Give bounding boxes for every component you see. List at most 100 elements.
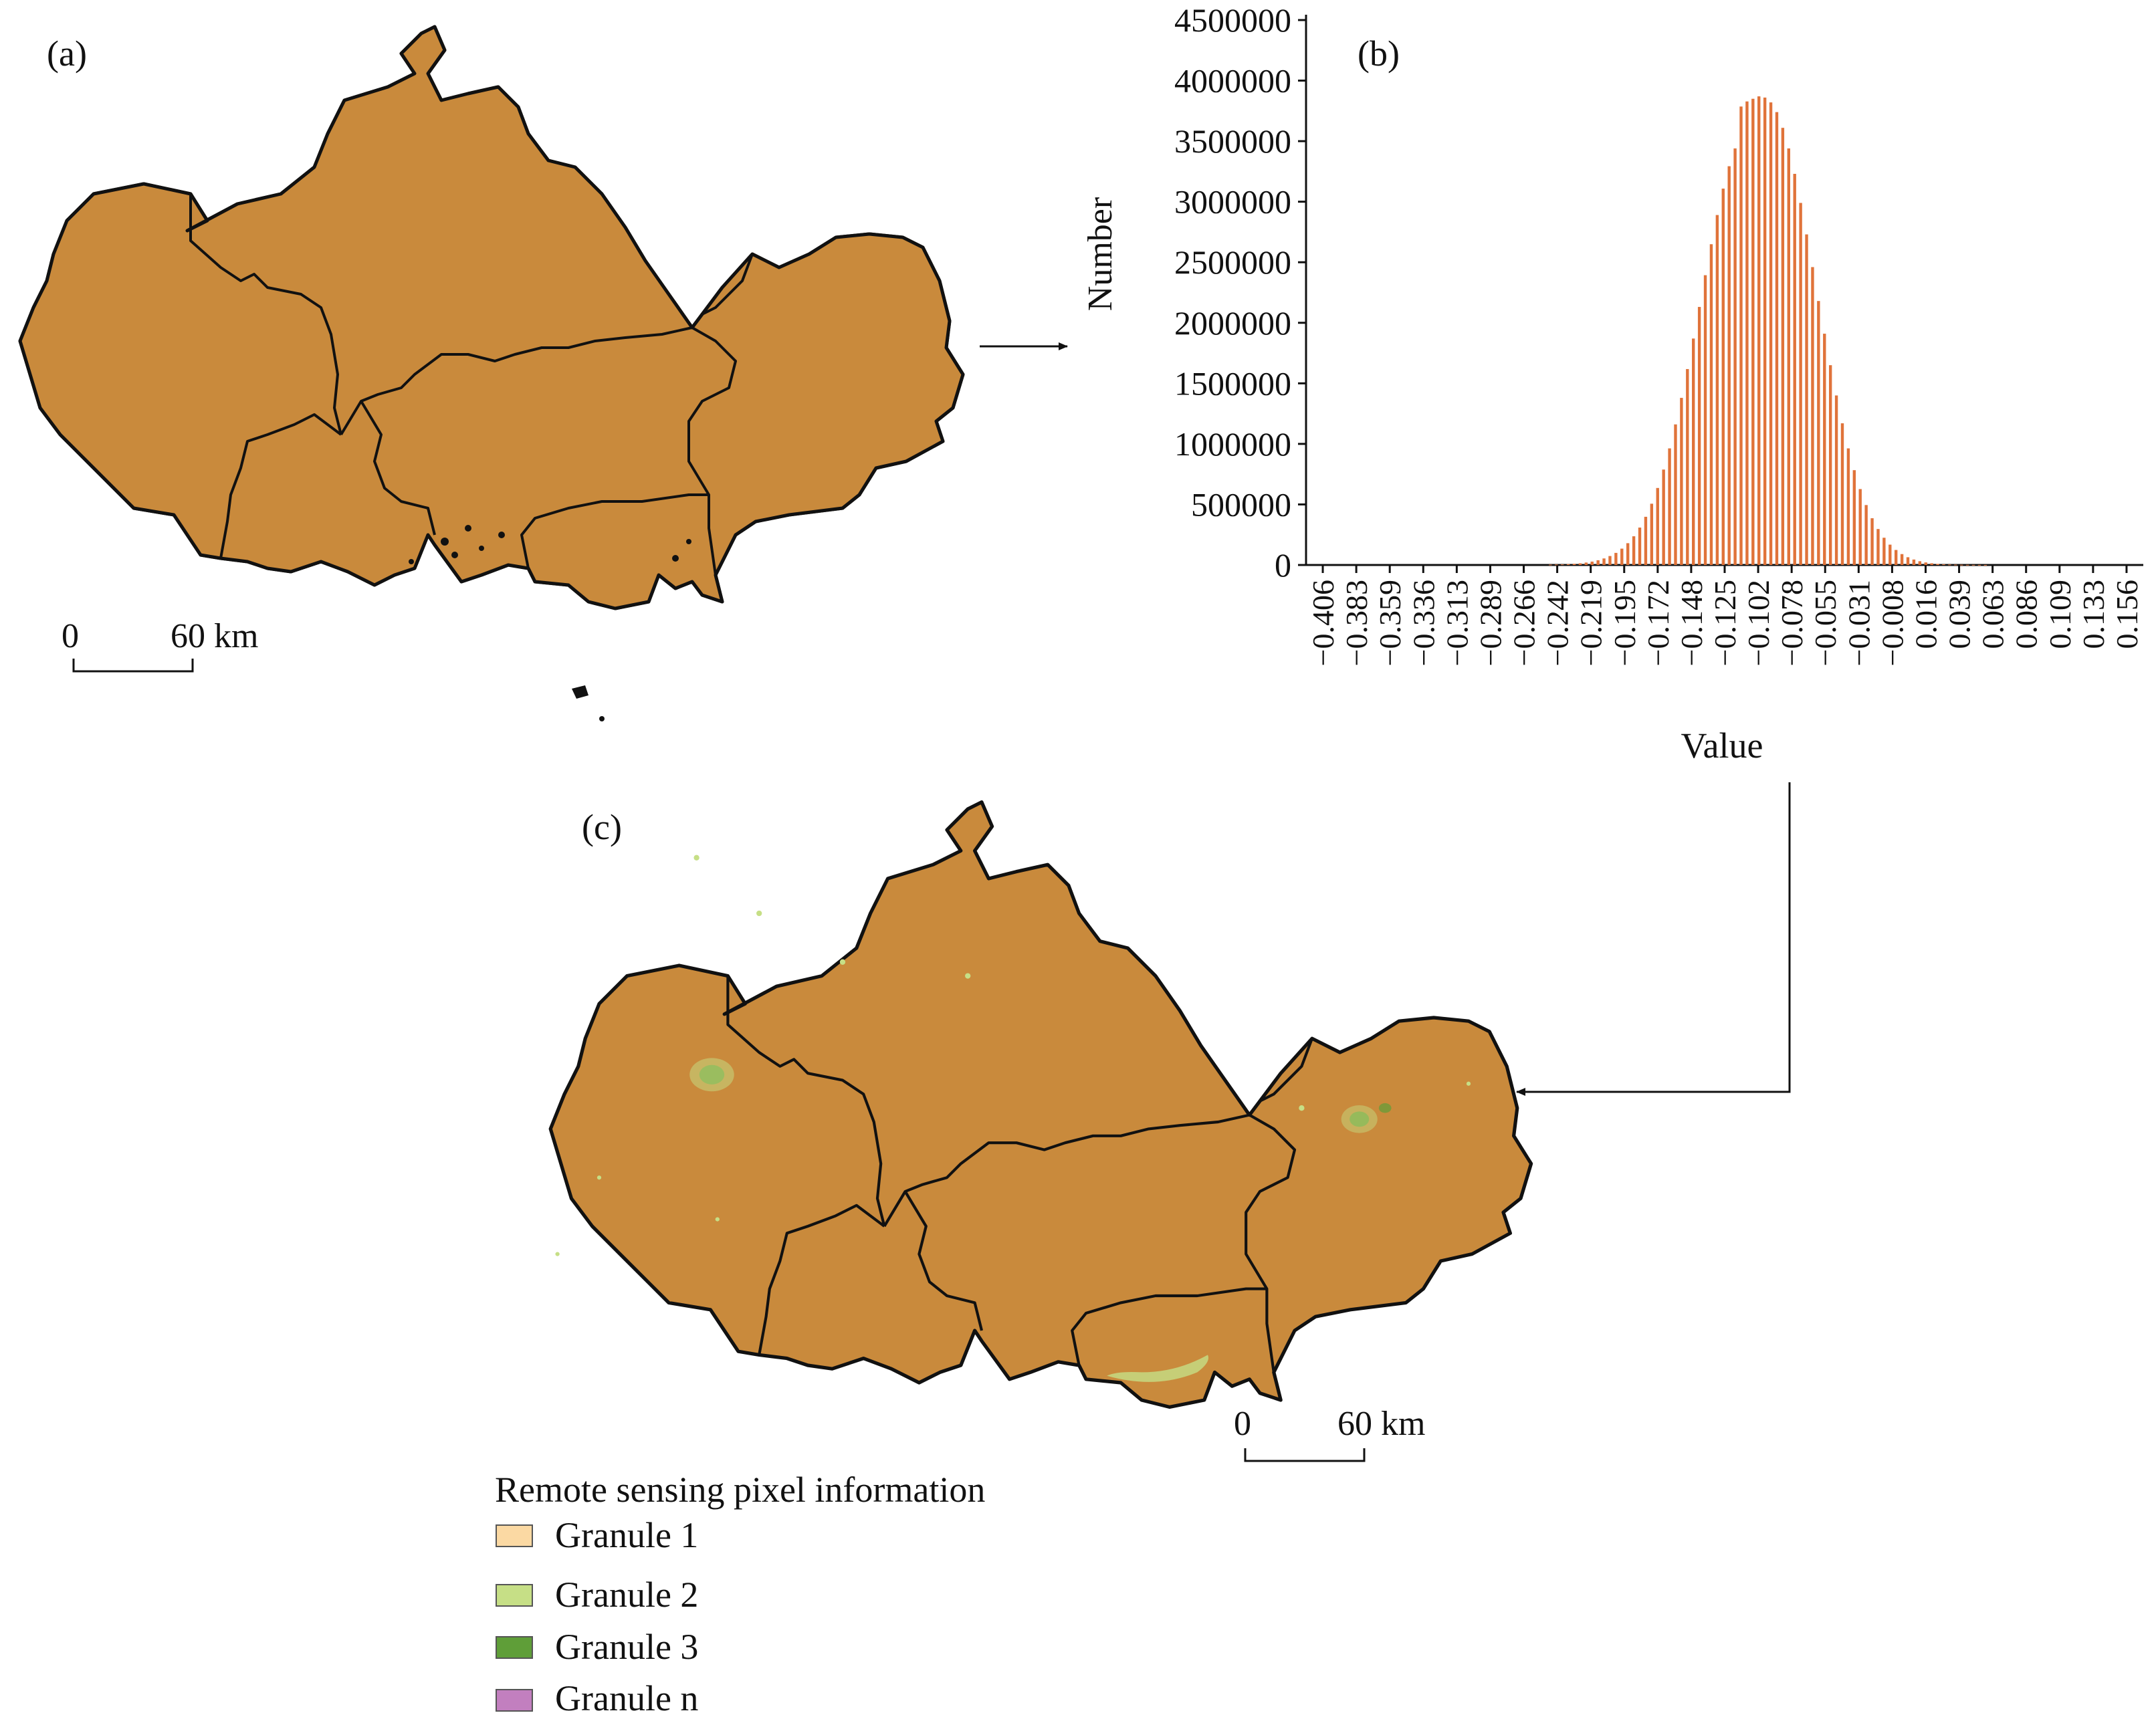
histogram-bar	[1590, 561, 1594, 565]
histogram-bar	[1775, 112, 1779, 566]
x-tick-label: −0.078	[1775, 580, 1809, 666]
histogram-bar	[1900, 554, 1904, 565]
histogram-bar	[1906, 557, 1910, 565]
x-tick-label: −0.125	[1708, 580, 1742, 666]
histogram-bar	[1781, 128, 1785, 565]
panel-b: (b) 4500000 4000000 3500000 3000000 2500000 2…	[1081, 1, 2144, 766]
histogram-bar	[1852, 470, 1856, 565]
histogram-bar	[1584, 562, 1588, 565]
internal-boundaries-a	[189, 194, 754, 576]
histogram-bar	[1727, 166, 1731, 566]
legend-item: Granule 1	[496, 1515, 698, 1555]
histogram-bar	[1948, 564, 1951, 566]
histogram-bar	[1763, 97, 1767, 565]
histogram-bar	[1769, 102, 1773, 566]
legend-item: Granule 2	[496, 1575, 698, 1615]
y-tick-label: 3000000	[1174, 183, 1291, 221]
panel-a: (a)	[18, 25, 965, 721]
scale-bar-c: 0 60 km	[1234, 1405, 1425, 1462]
y-tick-label: 1500000	[1174, 364, 1291, 402]
histogram-bar	[1709, 244, 1713, 565]
y-tick-label: 3500000	[1174, 122, 1291, 160]
histogram-bar	[1614, 552, 1618, 565]
legend-label-granule-n: Granule n	[555, 1678, 698, 1713]
legend-swatch-granule-3	[496, 1636, 533, 1659]
x-tick-label: 0.063	[1976, 580, 2010, 649]
y-tick-labels: 4500000 4000000 3500000 3000000 2500000 20000…	[1174, 1, 1291, 584]
legend-swatch-granule-2	[496, 1584, 533, 1607]
x-tick-label: −0.336	[1406, 580, 1440, 666]
x-tick-label: 0.016	[1909, 580, 1943, 649]
histogram-bar	[1626, 543, 1630, 565]
x-tick-label: −0.359	[1373, 580, 1407, 666]
histogram-bar	[1823, 334, 1826, 565]
x-tick-label: −0.219	[1574, 580, 1608, 666]
histogram-bar	[1596, 560, 1600, 565]
x-axis-label: Value	[1681, 725, 1763, 766]
x-tick-label: 0.086	[2010, 580, 2044, 649]
x-tick-label: −0.195	[1608, 580, 1642, 666]
histogram-bar	[1692, 338, 1695, 565]
histogram-bar	[1680, 398, 1683, 565]
histogram-bar	[1817, 301, 1820, 565]
histogram-bar	[1703, 275, 1707, 565]
histogram-bar	[1912, 559, 1916, 565]
histogram-bar	[1965, 564, 1969, 566]
histogram-bar	[1578, 563, 1582, 565]
histogram-bar	[1846, 448, 1850, 565]
y-tick-label: 500000	[1191, 485, 1291, 523]
x-tick-label: −0.289	[1473, 580, 1507, 666]
x-tick-label: 0.133	[2076, 580, 2111, 649]
scale-bar-a-end: 60 km	[171, 617, 258, 655]
histogram-bar	[1805, 234, 1808, 565]
histogram-bar	[1971, 564, 1975, 566]
panel-c: (c)	[495, 802, 1531, 1713]
histogram-bar	[1918, 561, 1922, 565]
histogram-bar	[1793, 174, 1796, 565]
x-tick-label: −0.406	[1306, 580, 1340, 666]
panel-a-label: (a)	[47, 33, 87, 74]
x-tick-label: −0.102	[1741, 580, 1775, 666]
legend-item: Granule 3	[496, 1627, 698, 1667]
x-tick-labels: −0.406 −0.383 −0.359 −0.336 −0.313 −0.289 −0.2…	[1306, 580, 2144, 666]
histogram-bar	[1840, 423, 1844, 565]
histogram-bar	[1942, 564, 1945, 565]
histogram-axes	[1298, 15, 2143, 573]
histogram-bar	[1811, 267, 1814, 565]
legend: Remote sensing pixel information Granule…	[495, 1470, 985, 1713]
histogram-bar	[1662, 469, 1665, 565]
histogram-bar	[1960, 564, 1963, 566]
histogram-bar	[1894, 550, 1898, 565]
histogram-bar	[1930, 563, 1933, 565]
histogram-bar	[1858, 489, 1862, 565]
histogram-bar	[1555, 564, 1558, 566]
x-tick-label: −0.031	[1842, 580, 1876, 666]
histogram-bar	[1924, 562, 1927, 565]
x-tick-label: −0.172	[1641, 580, 1675, 666]
x-tick-label: −0.055	[1808, 580, 1842, 666]
panel-b-label: (b)	[1358, 33, 1400, 74]
legend-label-granule-3: Granule 3	[555, 1627, 698, 1667]
histogram-bar	[1608, 556, 1612, 565]
histogram-bar	[1828, 365, 1832, 565]
histogram-bar	[1650, 503, 1654, 565]
histogram-bar	[1889, 544, 1892, 565]
legend-title: Remote sensing pixel information	[495, 1470, 985, 1510]
y-axis-label: Number	[1081, 197, 1119, 311]
y-tick-label: 4500000	[1174, 1, 1291, 39]
histogram-bar	[1566, 564, 1570, 565]
ndvi-map	[18, 25, 965, 721]
scale-bar-a-start: 0	[62, 617, 79, 655]
x-tick-label: −0.383	[1339, 580, 1374, 666]
histogram-bar	[1787, 148, 1790, 565]
histogram-bar	[1572, 564, 1576, 565]
panel-c-label: (c)	[582, 807, 622, 847]
histogram-bar	[1745, 101, 1749, 565]
coastal-islands-a	[409, 525, 691, 721]
histogram-bar	[1834, 395, 1838, 565]
histogram-bar	[1864, 505, 1868, 565]
histogram-bar	[1697, 307, 1701, 565]
y-tick-label: 2000000	[1174, 304, 1291, 342]
legend-label-granule-1: Granule 1	[555, 1515, 698, 1555]
histogram-bar	[1799, 203, 1802, 565]
